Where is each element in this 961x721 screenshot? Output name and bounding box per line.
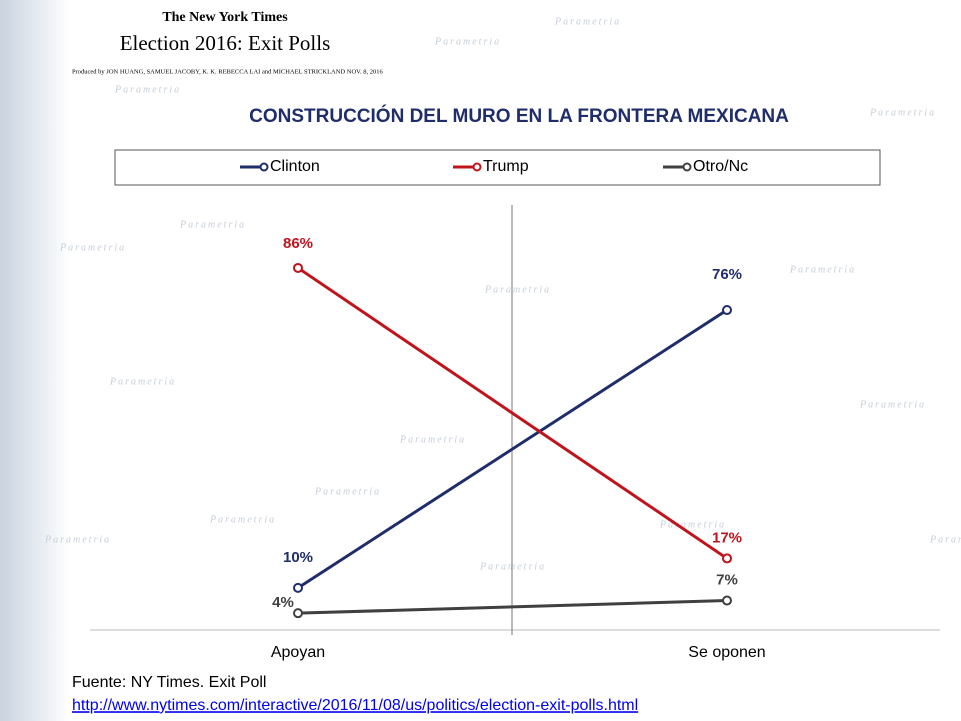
watermark: Parametria bbox=[929, 534, 961, 545]
point bbox=[722, 553, 732, 564]
watermark: Parametria bbox=[434, 36, 501, 47]
watermark: Parametria bbox=[114, 84, 181, 95]
watermark: Parametria bbox=[479, 561, 546, 572]
watermark: Parametria bbox=[789, 264, 856, 275]
source-link[interactable]: http://www.nytimes.com/interactive/2016/… bbox=[72, 697, 638, 714]
legend-marker bbox=[682, 162, 692, 172]
watermark: Parametria bbox=[209, 514, 276, 525]
header-title: Election 2016: Exit Polls bbox=[120, 31, 331, 55]
point bbox=[722, 595, 732, 606]
value-label: 7% bbox=[716, 571, 738, 588]
value-label: 17% bbox=[712, 529, 742, 546]
legend-label: Trump bbox=[483, 158, 529, 175]
point bbox=[722, 305, 732, 316]
series-line bbox=[297, 599, 728, 615]
watermark: Parametria bbox=[869, 107, 936, 118]
point bbox=[293, 608, 303, 619]
watermark: Parametria bbox=[554, 16, 621, 27]
point bbox=[293, 262, 303, 273]
watermark: Parametria bbox=[44, 534, 111, 545]
watermark: Parametria bbox=[859, 399, 926, 410]
watermark: Parametria bbox=[179, 219, 246, 230]
watermark: Parametria bbox=[109, 376, 176, 387]
x-tick-label: Se oponen bbox=[688, 644, 765, 661]
watermark: Parametria bbox=[484, 284, 551, 295]
legend-label: Otro/Nc bbox=[693, 158, 748, 175]
credits: Produced by JON HUANG, SAMUEL JACOBY, K.… bbox=[72, 68, 383, 75]
x-tick-label: Apoyan bbox=[271, 644, 325, 661]
point bbox=[293, 582, 303, 593]
legend-label: Clinton bbox=[270, 158, 320, 175]
watermark: Parametria bbox=[399, 434, 466, 445]
watermark: Parametria bbox=[659, 519, 726, 530]
source: Fuente: NY Times. Exit Poll bbox=[72, 674, 266, 691]
chart-title: CONSTRUCCIÓN DEL MURO EN LA FRONTERA MEX… bbox=[249, 105, 789, 127]
watermark: Parametria bbox=[59, 242, 126, 253]
legend-marker bbox=[472, 162, 482, 172]
series-line bbox=[297, 308, 728, 590]
side-image bbox=[0, 0, 70, 721]
value-label: 86% bbox=[283, 235, 313, 252]
legend-box bbox=[114, 149, 881, 186]
series-line bbox=[297, 266, 728, 560]
value-label: 4% bbox=[272, 594, 294, 611]
value-label: 10% bbox=[283, 549, 313, 566]
watermark: Parametria bbox=[314, 486, 381, 497]
brand: The New York Times bbox=[162, 10, 288, 25]
legend-marker bbox=[259, 162, 269, 172]
value-label: 76% bbox=[712, 266, 742, 283]
